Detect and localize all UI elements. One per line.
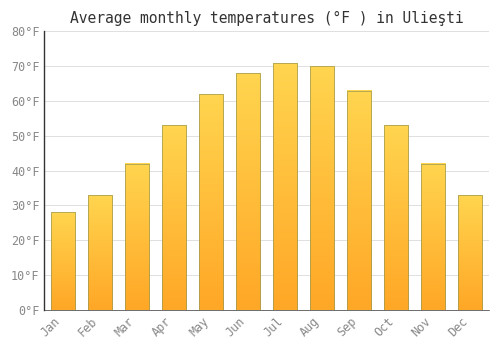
Bar	[422, 164, 446, 310]
Bar	[458, 195, 482, 310]
Bar	[199, 94, 223, 310]
Bar	[310, 66, 334, 310]
Bar	[162, 125, 186, 310]
Bar	[347, 91, 372, 310]
Bar	[384, 125, 408, 310]
Bar	[236, 73, 260, 310]
Bar	[125, 164, 149, 310]
Bar	[273, 63, 297, 310]
Title: Average monthly temperatures (°F ) in Ulieşti: Average monthly temperatures (°F ) in Ul…	[70, 11, 464, 26]
Bar	[88, 195, 112, 310]
Bar	[51, 212, 75, 310]
